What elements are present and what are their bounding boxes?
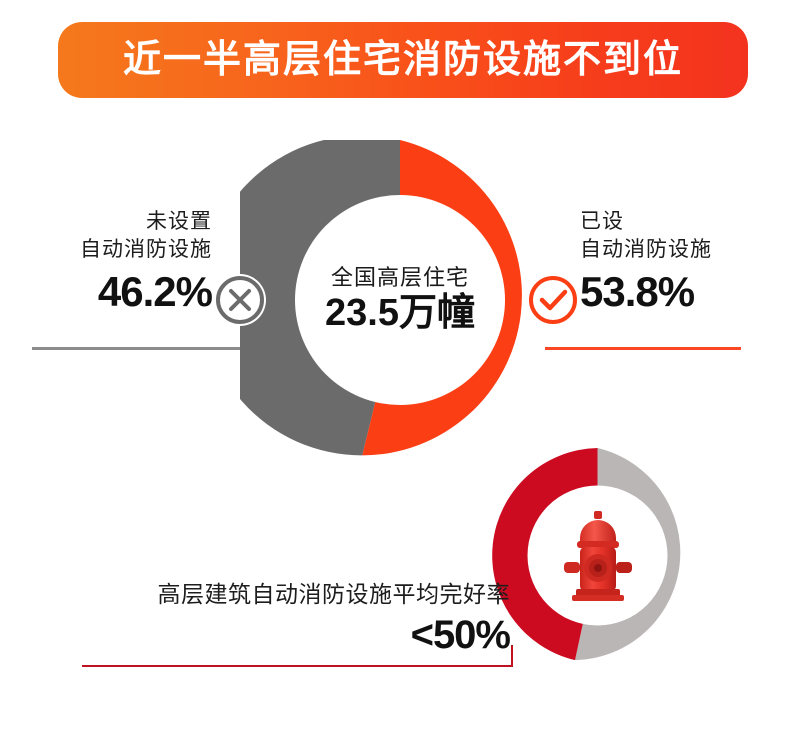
right-label-line2: 自动消防设施 bbox=[580, 238, 712, 262]
top-donut-svg bbox=[240, 140, 522, 456]
right-connector-line bbox=[545, 347, 741, 350]
right-label-group: 已设 自动消防设施 53.8% bbox=[580, 208, 780, 315]
bottom-connector-tick bbox=[511, 645, 513, 667]
right-label-line1: 已设 bbox=[580, 210, 624, 233]
bottom-donut-chart bbox=[490, 448, 705, 663]
bottom-label-value: <50% bbox=[410, 612, 511, 657]
x-circle-icon bbox=[214, 274, 266, 326]
center-caption: 全国高层住宅 bbox=[330, 264, 469, 290]
bottom-label-group: 高层建筑自动消防设施平均完好率 <50% bbox=[70, 580, 512, 658]
check-circle-icon bbox=[527, 274, 579, 326]
left-label-group: 未设置 自动消防设施 46.2% bbox=[22, 208, 213, 315]
fire-hydrant-icon-glyph bbox=[563, 510, 632, 601]
center-value: 23.5万幢 bbox=[325, 291, 475, 334]
top-donut-center-text: 全国高层住宅 23.5万幢 bbox=[240, 140, 560, 460]
check-circle-icon-glyph bbox=[529, 276, 577, 324]
right-percent-value: 53.8% bbox=[580, 267, 695, 315]
left-label-line1: 未设置 bbox=[146, 210, 212, 233]
bottom-connector-line bbox=[82, 665, 513, 667]
left-label-line2: 自动消防设施 bbox=[80, 238, 212, 262]
x-circle-icon-glyph bbox=[216, 276, 264, 324]
title-banner: 近一半高层住宅消防设施不到位 bbox=[58, 22, 748, 98]
page-title: 近一半高层住宅消防设施不到位 bbox=[122, 39, 683, 81]
bottom-label-caption: 高层建筑自动消防设施平均完好率 bbox=[157, 581, 510, 607]
donut-hole bbox=[295, 195, 505, 405]
fire-hydrant-icon bbox=[490, 448, 705, 663]
left-connector-line bbox=[32, 347, 260, 350]
top-donut-chart: 全国高层住宅 23.5万幢 bbox=[240, 140, 560, 460]
left-percent-value: 46.2% bbox=[97, 267, 213, 315]
